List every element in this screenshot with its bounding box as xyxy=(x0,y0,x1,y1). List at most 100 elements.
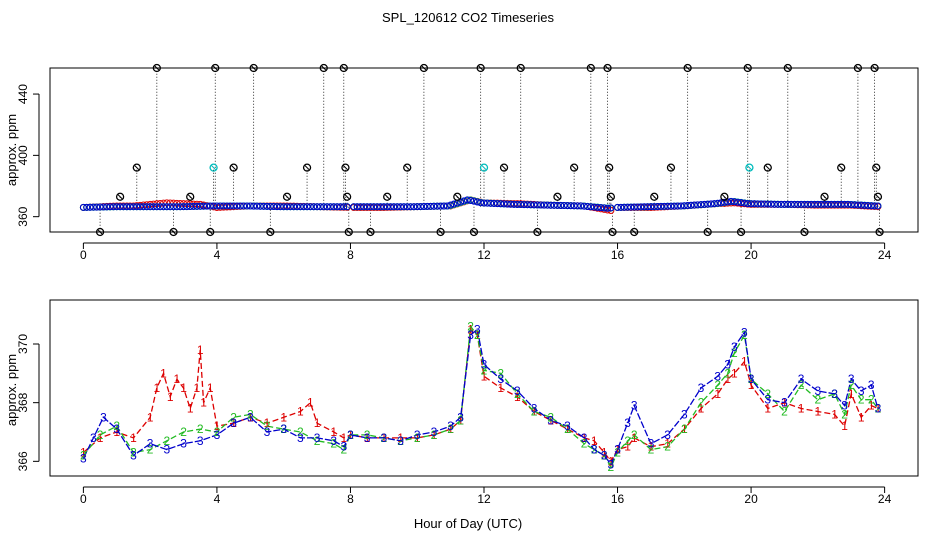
series-3-symbol: 3 xyxy=(764,393,771,407)
data-point xyxy=(587,203,595,211)
data-point xyxy=(286,203,294,211)
outlier-mark xyxy=(873,165,879,170)
data-point xyxy=(837,200,845,208)
top-panel: 0 4 8 12 16 20 24 360 400 440 xyxy=(16,63,919,262)
data-point xyxy=(343,203,351,211)
data-point xyxy=(360,203,368,211)
data-point xyxy=(817,200,825,208)
outlier-point xyxy=(249,63,258,73)
series-3-symbol: 3 xyxy=(868,378,875,392)
outlier-mark xyxy=(187,194,193,200)
bottom-x-tick-label: 24 xyxy=(878,492,892,506)
data-point xyxy=(664,202,672,210)
outlier-point xyxy=(720,192,729,201)
series-1-symbol: 1 xyxy=(247,410,254,424)
data-point xyxy=(226,202,234,210)
data-point xyxy=(824,200,832,208)
data-point xyxy=(263,202,271,210)
series-2-symbol: 2 xyxy=(624,434,631,448)
data-point xyxy=(210,202,218,210)
data-point xyxy=(176,203,184,211)
data-point xyxy=(163,203,171,211)
series-1-symbol: 1 xyxy=(414,431,421,445)
data-point xyxy=(310,203,318,211)
data-point xyxy=(720,198,728,206)
outlier-mark xyxy=(304,165,310,170)
series-3-symbol: 3 xyxy=(264,425,271,439)
outlier-point xyxy=(606,192,616,201)
data-point xyxy=(223,202,231,210)
data-point xyxy=(487,199,495,207)
series-3-symbol: 3 xyxy=(467,328,474,342)
data-point xyxy=(754,200,762,208)
series-3-symbol: 3 xyxy=(591,443,598,457)
data-point xyxy=(363,203,371,211)
outlier-point xyxy=(229,163,238,172)
outlier-mark xyxy=(738,229,744,235)
outlier-point xyxy=(366,227,375,237)
data-point xyxy=(276,203,284,211)
outlier-mark xyxy=(97,229,103,235)
outlier-mark xyxy=(610,229,615,235)
data-point xyxy=(637,203,645,211)
outlier-point xyxy=(666,163,676,172)
data-point xyxy=(734,198,742,206)
series-2-symbol: 2 xyxy=(447,422,454,436)
outlier-mark xyxy=(481,165,487,170)
top-x-tick-label: 8 xyxy=(347,248,354,262)
data-point xyxy=(103,203,111,211)
series-2-symbol: 2 xyxy=(247,407,254,421)
outlier-mark xyxy=(501,165,507,170)
data-point xyxy=(293,203,301,211)
data-point xyxy=(533,201,541,209)
series-2-symbol: 2 xyxy=(608,460,615,474)
data-point xyxy=(557,201,565,209)
outlier-point xyxy=(837,163,846,172)
bottom-x-tick-label: 8 xyxy=(347,492,354,506)
outlier-point xyxy=(419,63,429,73)
data-point xyxy=(654,202,662,210)
data-point xyxy=(450,200,458,208)
top-x-tick-label: 24 xyxy=(878,248,892,262)
data-point xyxy=(597,204,605,212)
data-point xyxy=(173,203,181,211)
series-2-symbol: 2 xyxy=(467,319,474,333)
series-3-symbol: 3 xyxy=(581,431,588,445)
data-point xyxy=(403,203,411,211)
data-point xyxy=(707,200,715,208)
data-point xyxy=(727,197,735,205)
outlier-point xyxy=(683,63,692,73)
data-point xyxy=(553,201,561,209)
data-point xyxy=(543,201,551,209)
data-point xyxy=(600,204,608,212)
data-point xyxy=(330,203,338,211)
outlier-point xyxy=(516,63,525,73)
data-point xyxy=(430,202,438,210)
data-point xyxy=(590,203,598,211)
outlier-mark xyxy=(346,229,352,235)
outlier-point xyxy=(605,163,614,172)
series-1-symbol: 1 xyxy=(848,387,855,401)
outlier-mark xyxy=(471,229,477,235)
data-point xyxy=(700,200,708,208)
data-point xyxy=(306,203,314,211)
data-point xyxy=(757,200,765,208)
data-point xyxy=(483,199,491,207)
outlier-point xyxy=(211,63,220,73)
bottom-x-tick-label: 16 xyxy=(611,492,625,506)
data-point xyxy=(136,203,144,211)
series-2-symbol: 2 xyxy=(130,446,137,460)
data-point xyxy=(333,203,341,211)
outlier-point xyxy=(820,192,829,201)
outlier-mark xyxy=(368,229,373,235)
outlier-mark xyxy=(855,65,861,71)
outlier-point xyxy=(436,227,445,237)
data-point xyxy=(273,203,281,211)
data-point xyxy=(507,200,515,208)
data-point xyxy=(243,202,251,210)
series-3-symbol: 3 xyxy=(858,384,865,398)
data-point xyxy=(667,202,675,210)
data-point xyxy=(407,203,415,211)
outlier-point xyxy=(383,192,392,201)
data-point xyxy=(250,202,258,210)
